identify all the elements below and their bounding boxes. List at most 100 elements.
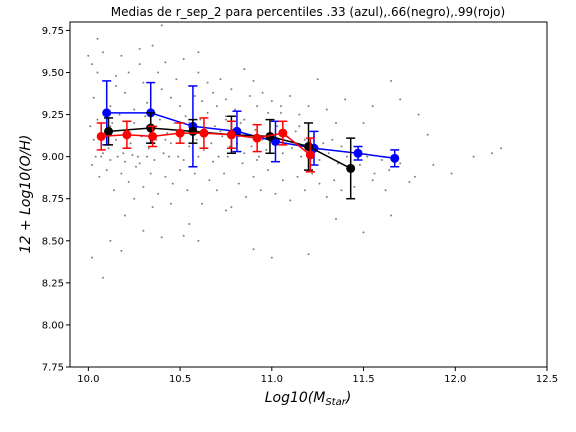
scatter-point bbox=[417, 113, 420, 116]
scatter-point bbox=[197, 155, 200, 158]
scatter-point bbox=[138, 47, 141, 50]
scatter-point bbox=[335, 122, 337, 124]
y-tick-label: 9.75 bbox=[42, 26, 64, 37]
data-point bbox=[265, 131, 275, 141]
scatter-point bbox=[408, 180, 411, 183]
scatter-point bbox=[390, 79, 393, 82]
scatter-point bbox=[201, 202, 204, 205]
scatter-point bbox=[298, 125, 301, 128]
scatter-point bbox=[298, 113, 301, 116]
scatter-point bbox=[91, 63, 93, 66]
x-axis-label-subscript: Star bbox=[325, 397, 346, 408]
scatter-point bbox=[432, 164, 435, 166]
scatter-point bbox=[384, 189, 387, 192]
scatter-point bbox=[335, 217, 337, 220]
scatter-point bbox=[267, 169, 270, 172]
data-point bbox=[104, 126, 114, 136]
scatter-point bbox=[472, 155, 475, 158]
scatter-point bbox=[120, 249, 123, 252]
scatter-point bbox=[366, 155, 369, 158]
scatter-point bbox=[340, 189, 343, 192]
scatter-point bbox=[195, 138, 198, 141]
scatter-point bbox=[146, 101, 149, 104]
scatter-point bbox=[201, 100, 204, 103]
scatter-point bbox=[280, 105, 282, 108]
scatter-point bbox=[199, 118, 202, 121]
scatter-point bbox=[133, 108, 136, 111]
data-point bbox=[96, 131, 106, 141]
scatter-point bbox=[353, 185, 356, 188]
scatter-point bbox=[138, 162, 141, 165]
y-tick-label: 8.50 bbox=[42, 236, 64, 247]
data-point bbox=[175, 128, 185, 138]
scatter-point bbox=[296, 175, 299, 178]
x-tick-label: 12.5 bbox=[536, 374, 558, 385]
scatter-point bbox=[291, 147, 293, 150]
scatter-point bbox=[500, 147, 503, 150]
scatter-point bbox=[179, 169, 182, 172]
scatter-point bbox=[151, 44, 154, 47]
scatter-point bbox=[171, 182, 174, 185]
scatter-point bbox=[300, 155, 303, 158]
scatter-point bbox=[230, 88, 233, 91]
scatter-point bbox=[215, 189, 218, 192]
scatter-point bbox=[169, 96, 172, 99]
data-point bbox=[252, 133, 262, 143]
scatter-point bbox=[206, 111, 209, 114]
scatter-point bbox=[116, 155, 119, 158]
scatter-point bbox=[149, 172, 152, 175]
scatter-point bbox=[322, 142, 325, 145]
scatter-point bbox=[245, 196, 248, 198]
scatter-point bbox=[151, 206, 154, 209]
scatter-point bbox=[212, 91, 215, 94]
scatter-point bbox=[202, 148, 205, 151]
scatter-point bbox=[426, 133, 429, 136]
scatter-point bbox=[307, 253, 310, 256]
scatter-point bbox=[188, 223, 191, 225]
scatter-point bbox=[340, 145, 343, 148]
scatter-point bbox=[120, 54, 123, 57]
scatter-point bbox=[274, 192, 277, 195]
data-point bbox=[346, 163, 356, 173]
scatter-point bbox=[100, 155, 103, 158]
data-point bbox=[390, 153, 400, 163]
y-tick-label: 7.75 bbox=[42, 363, 64, 374]
scatter-point bbox=[224, 98, 227, 101]
plot-area bbox=[70, 22, 547, 367]
scatter-point bbox=[188, 145, 191, 148]
scatter-point bbox=[280, 111, 282, 114]
scatter-point bbox=[413, 175, 416, 178]
scatter-point bbox=[146, 155, 149, 158]
scatter-point bbox=[294, 130, 297, 133]
scatter-point bbox=[142, 229, 145, 232]
scatter-point bbox=[224, 115, 227, 118]
scatter-point bbox=[91, 164, 93, 166]
scatter-point bbox=[102, 276, 104, 279]
scatter-point bbox=[248, 95, 251, 97]
scatter-point bbox=[234, 108, 237, 111]
y-tick-label: 9.50 bbox=[42, 68, 64, 79]
scatter-point bbox=[109, 159, 112, 161]
scatter-point bbox=[327, 152, 330, 155]
scatter-point bbox=[197, 71, 200, 74]
scatter-point bbox=[336, 162, 339, 165]
scatter-point bbox=[270, 256, 273, 259]
scatter-point bbox=[111, 122, 114, 124]
scatter-point bbox=[109, 239, 112, 242]
data-point bbox=[353, 148, 363, 158]
scatter-point bbox=[87, 54, 90, 57]
scatter-point bbox=[243, 118, 246, 121]
scatter-point bbox=[169, 142, 172, 145]
scatter-point bbox=[318, 159, 321, 161]
scatter-point bbox=[131, 154, 134, 156]
scatter-point bbox=[122, 152, 125, 155]
scatter-point bbox=[344, 98, 347, 101]
scatter-point bbox=[217, 155, 220, 158]
background-scatter bbox=[87, 24, 503, 279]
scatter-point bbox=[118, 113, 121, 116]
scatter-point bbox=[399, 98, 402, 101]
y-axis: 7.75 8.00 8.25 8.50 8.75 9.00 9.25 9.50 9.75 bbox=[42, 26, 70, 374]
scatter-point bbox=[267, 111, 270, 114]
scatter-point bbox=[177, 155, 180, 158]
